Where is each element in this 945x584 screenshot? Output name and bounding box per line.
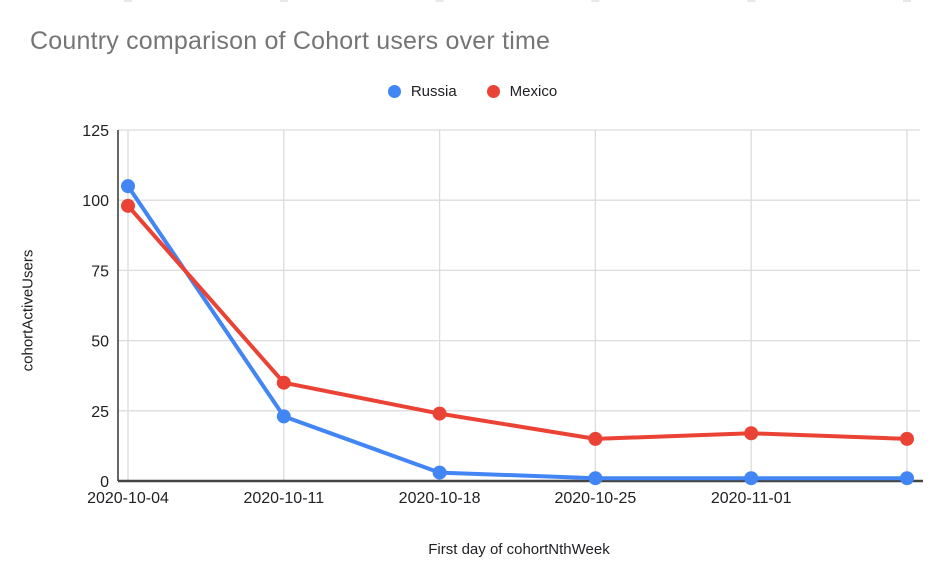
mexico-series-swatch-icon [486, 84, 500, 98]
top-crop-artifact [279, 0, 288, 2]
data-point-russia[interactable] [432, 465, 447, 480]
x-tick-label: 2020-10-11 [243, 490, 324, 507]
legend-label-russia: Russia [410, 82, 457, 100]
data-point-mexico[interactable] [432, 406, 447, 421]
legend-item-mexico[interactable]: Mexico [486, 82, 558, 100]
series-line-mexico [126, 203, 909, 441]
russia-series-swatch-icon [387, 84, 401, 98]
legend-item-russia[interactable]: Russia [387, 82, 457, 100]
top-crop-artifact [747, 0, 756, 2]
data-point-russia[interactable] [121, 179, 135, 194]
data-point-russia[interactable] [744, 471, 759, 486]
data-point-mexico[interactable] [744, 426, 759, 441]
data-point-mexico[interactable] [121, 198, 135, 213]
x-tick-label: 2020-11-01 [711, 490, 792, 507]
top-crop-artifact [591, 0, 600, 2]
chart-legend: Russia Mexico [0, 80, 945, 102]
chart-title: Country comparison of Cohort users over … [30, 27, 551, 55]
y-tick-label: 100 [82, 193, 109, 210]
data-point-mexico[interactable] [900, 431, 914, 446]
x-tick-label: 2020-10-25 [554, 490, 636, 507]
y-tick-label: 0 [100, 474, 109, 491]
top-crop-artifact [903, 0, 911, 2]
data-point-mexico[interactable] [276, 375, 291, 390]
x-tick-label: 2020-10-18 [399, 490, 481, 507]
series-line-russia [126, 184, 909, 481]
x-tick-label: 2020-10-04 [87, 490, 169, 507]
top-crop-artifact [124, 0, 132, 2]
y-tick-label: 25 [91, 404, 109, 421]
y-tick-label: 50 [91, 334, 109, 351]
data-point-russia[interactable] [588, 471, 603, 486]
data-point-mexico[interactable] [588, 431, 603, 446]
y-tick-label: 75 [91, 263, 109, 280]
y-tick-label: 125 [82, 123, 109, 140]
top-crop-artifact [435, 0, 444, 2]
x-axis-title: First day of cohortNthWeek [428, 541, 610, 558]
data-point-russia[interactable] [276, 409, 291, 424]
legend-label-mexico: Mexico [509, 82, 558, 100]
data-point-russia[interactable] [900, 471, 914, 486]
